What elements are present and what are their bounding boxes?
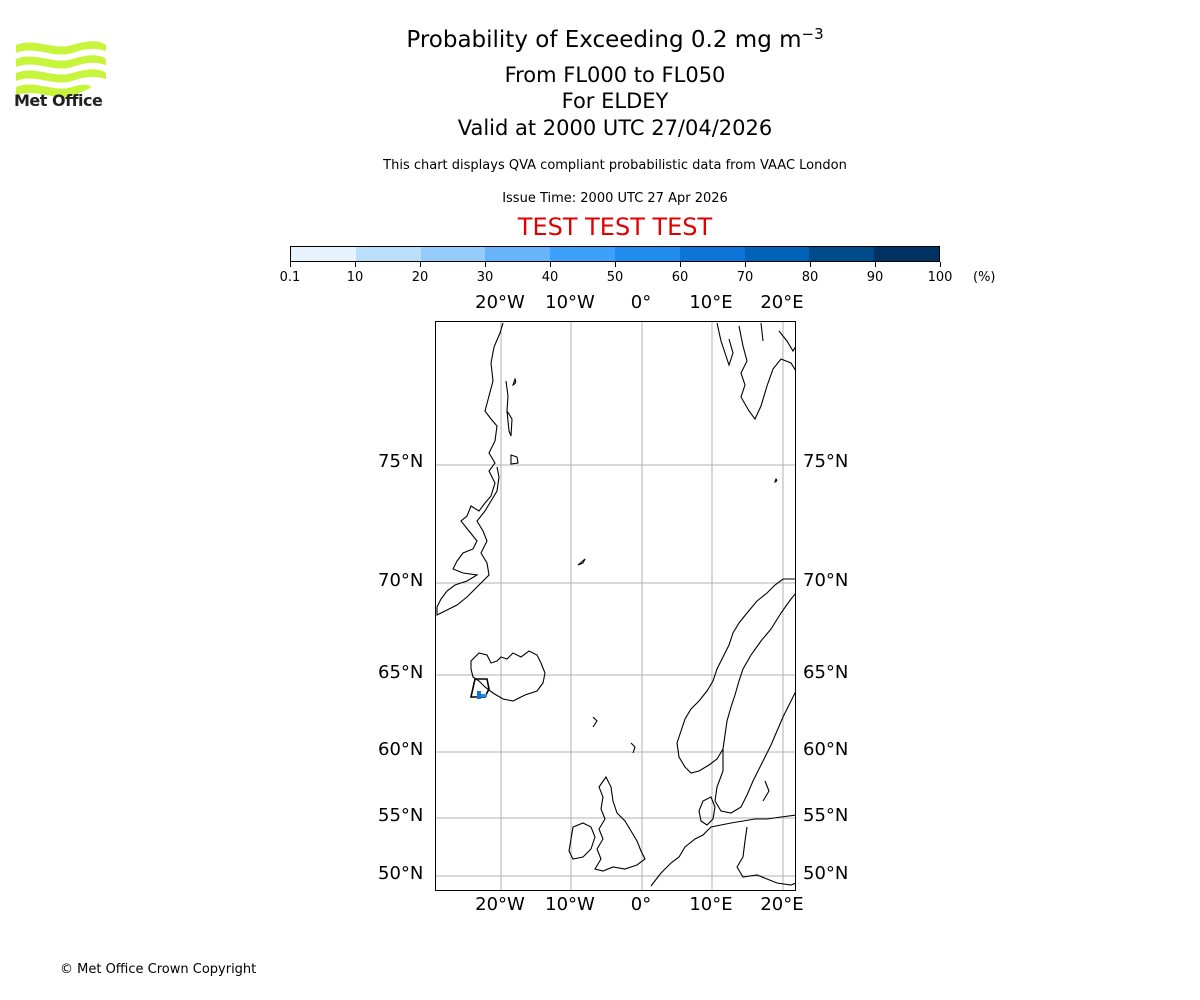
lon-label-top: 20°E [760,292,804,313]
colorbar-tick-label: 100 [927,270,953,285]
location: For ELDEY [561,89,669,113]
chart-note: This chart displays QVA compliant probab… [383,158,847,173]
colorbar-bin [420,247,486,261]
issue-time: Issue Time: 2000 UTC 27 Apr 2026 [502,191,728,206]
lat-label-left: 75°N [378,451,424,472]
valid-time: Valid at 2000 UTC 27/04/2026 [457,116,773,140]
colorbar [290,246,940,262]
colorbar-tick-label: 70 [736,270,754,285]
lon-label-bottom: 0° [630,894,652,915]
colorbar-tick [614,262,616,267]
lat-label-right: 75°N [803,451,849,472]
colorbar-bin [355,247,421,261]
colorbar-tick [809,262,811,267]
lat-label-left: 65°N [378,662,424,683]
lon-label-top: 20°W [475,292,525,313]
colorbar-tick [484,262,486,267]
colorbar-unit: (%) [973,270,996,285]
map-panel[interactable] [435,321,796,891]
lon-label-top: 0° [630,292,652,313]
colorbar-tick [679,262,681,267]
colorbar-bin [874,247,939,261]
lat-label-left: 70°N [378,570,424,591]
chart-title: Probability of Exceeding 0.2 mg m−3 [406,25,824,53]
lon-label-top: 10°W [545,292,595,313]
colorbar-tick-label: 10 [346,270,364,285]
colorbar-bin [485,247,551,261]
colorbar-tick [939,262,941,267]
colorbar-tick-label: 20 [411,270,429,285]
copyright-footer: © Met Office Crown Copyright [60,962,257,977]
lon-label-bottom: 10°E [689,894,733,915]
colorbar-bin [614,247,680,261]
lon-label-bottom: 20°E [760,894,804,915]
colorbar-tick-label: 30 [476,270,494,285]
logo-text: Met Office [14,91,103,110]
colorbar-tick [289,262,291,267]
colorbar-tick-label: 0.1 [279,270,301,285]
lat-label-right: 65°N [803,662,849,683]
test-banner: TEST TEST TEST [517,213,713,241]
colorbar-tick-label: 50 [606,270,624,285]
lon-label-bottom: 10°W [545,894,595,915]
colorbar-tick [874,262,876,267]
colorbar-tick-label: 60 [671,270,689,285]
colorbar-tick [744,262,746,267]
graticule [436,322,795,890]
colorbar-bin [291,247,356,261]
lat-label-right: 60°N [803,739,849,760]
colorbar-bin [679,247,745,261]
colorbar-tick [354,262,356,267]
lon-label-top: 10°E [689,292,733,313]
lat-label-right: 55°N [803,805,849,826]
colorbar-tick-label: 40 [541,270,559,285]
colorbar-tick [419,262,421,267]
coastlines [436,322,795,887]
colorbar-bin [744,247,810,261]
colorbar-bin [809,247,875,261]
colorbar-tick-label: 80 [801,270,819,285]
met-office-logo-icon [16,41,106,98]
ash-area [470,678,490,699]
colorbar-tick-label: 90 [866,270,884,285]
lat-label-right: 50°N [803,863,849,884]
lat-label-right: 70°N [803,570,849,591]
lat-label-left: 60°N [378,739,424,760]
colorbar-tick [549,262,551,267]
lat-label-left: 55°N [378,805,424,826]
lon-label-bottom: 20°W [475,894,525,915]
map-svg [436,322,795,890]
lat-label-left: 50°N [378,863,424,884]
flight-levels: From FL000 to FL050 [504,63,726,87]
colorbar-bin [550,247,615,261]
